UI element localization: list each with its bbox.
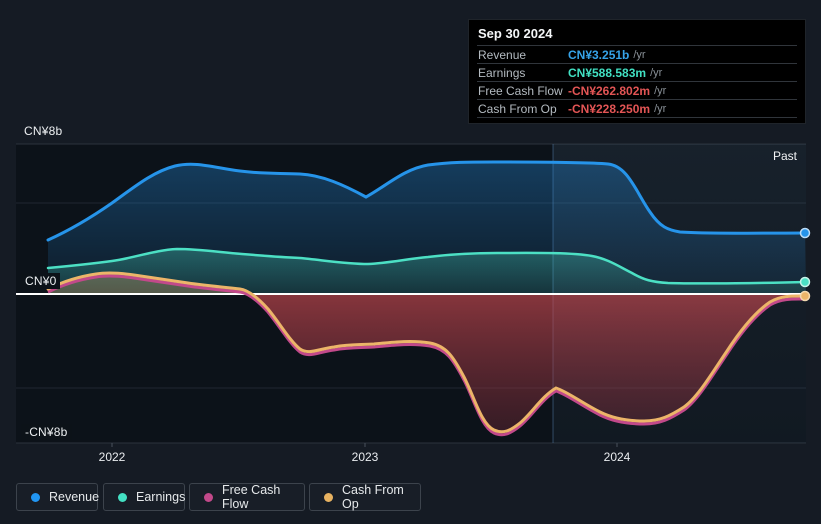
legend-label: Free Cash Flow [222,483,281,511]
legend-button-free-cash-flow[interactable]: Free Cash Flow [189,483,305,511]
tooltip-value: CN¥3.251b [568,47,630,62]
free-cash-flow-area-negative [48,294,806,432]
free-cash-flow-line [47,274,807,437]
tooltip-row-revenue: Revenue CN¥3.251b /yr [477,45,797,63]
free-cash-flow-dot-icon [204,492,213,502]
x-axis-label-2024: 2024 [603,450,631,464]
tooltip-suffix: /yr [650,66,663,79]
tooltip-footer-divider [477,117,797,123]
y-axis-label-bottom: -CN¥8b [21,424,72,440]
x-axis-label-2023: 2023 [351,450,379,464]
legend-label: Earnings [136,490,186,504]
earnings-dot-icon [118,492,127,502]
cash-from-op-endpoint-dot [799,290,811,302]
cash-from-op-line [46,271,808,434]
legend-button-earnings[interactable]: Earnings [103,483,185,511]
tooltip-value: -CN¥262.802m [568,83,651,98]
tooltip-suffix: /yr [633,48,646,61]
legend-button-revenue[interactable]: Revenue [16,483,100,511]
tooltip-label: Cash From Op [478,101,557,116]
chart-tooltip: Sep 30 2024 Revenue CN¥3.251b /yr Earnin… [468,19,806,124]
earnings-area [48,249,806,294]
tooltip-row-earnings: Earnings CN¥588.583m /yr [477,63,797,81]
tooltip-row-free-cash-flow: Free Cash Flow -CN¥262.802m /yr [477,81,797,99]
y-axis-label-zero: CN¥0 [21,273,61,289]
tooltip-suffix: /yr [654,102,667,115]
tooltip-label: Earnings [478,65,526,80]
legend-label: Cash From Op [342,483,404,511]
revenue-dot-icon [31,492,40,502]
tooltip-date: Sep 30 2024 [478,26,553,41]
tooltip-label: Revenue [478,47,527,62]
tooltip-label: Free Cash Flow [478,83,563,98]
earnings-line [46,247,807,285]
revenue-endpoint-dot [799,227,811,239]
revenue-line [46,160,807,242]
legend-label: Revenue [49,490,100,504]
tooltip-value: CN¥588.583m [568,65,647,80]
past-region-label: Past [772,149,797,163]
cash-from-op-dot-icon [324,492,333,502]
x-axis-label-2022: 2022 [98,450,126,464]
y-axis-label-top: CN¥8b [24,124,63,138]
legend-button-cash-from-op[interactable]: Cash From Op [309,483,421,511]
tooltip-value: -CN¥228.250m [568,101,651,116]
tooltip-row-cash-from-op: Cash From Op -CN¥228.250m /yr [477,99,797,117]
earnings-endpoint-dot [799,276,811,288]
tooltip-suffix: /yr [654,84,667,97]
